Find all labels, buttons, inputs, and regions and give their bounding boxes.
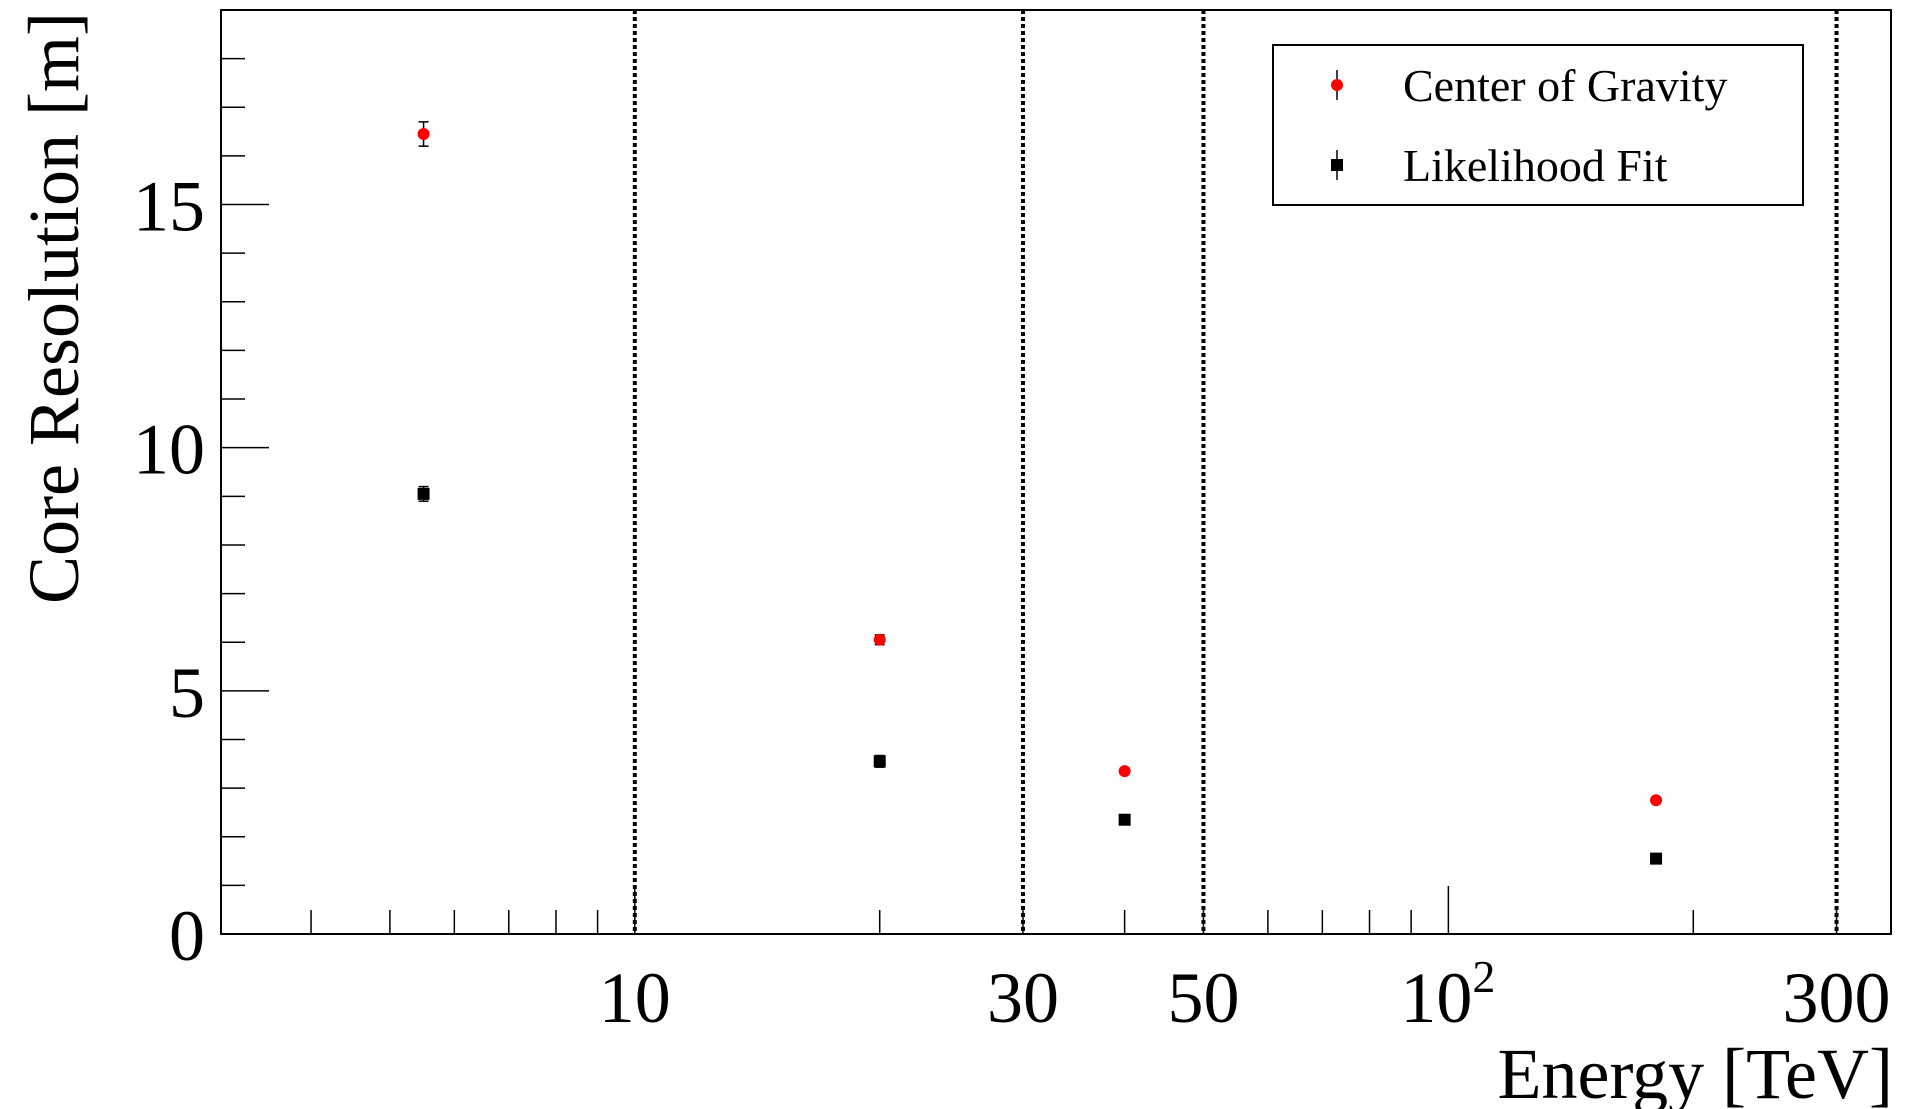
y-tick-label: 5 <box>169 653 205 733</box>
y-tick-label: 10 <box>133 410 205 490</box>
legend-marker-lh <box>1331 159 1343 171</box>
legend: Center of Gravity Likelihood Fit <box>1272 44 1804 206</box>
x-axis-title: Energy [TeV] <box>1498 1034 1893 1109</box>
legend-label-lh: Likelihood Fit <box>1403 140 1668 191</box>
x-tick-label-exponent: 2 <box>1472 951 1495 1002</box>
x-tick-label: 102 <box>1400 951 1495 1038</box>
x-tick-label: 30 <box>987 958 1059 1038</box>
data-point-center-of-gravity <box>1118 765 1131 778</box>
tick-labels: 0 5 10 15 10 30 50 102 300 <box>133 167 1891 1038</box>
legend-label-cog: Center of Gravity <box>1403 60 1727 111</box>
data-point-center-of-gravity <box>1650 794 1663 807</box>
legend-box <box>1272 44 1804 206</box>
plot-frame <box>220 9 1892 935</box>
data-point-likelihood-fit <box>417 487 430 500</box>
bin-edge-lines <box>632 10 1839 934</box>
y-tick-label: 15 <box>133 167 205 247</box>
x-tick-label: 10 <box>599 958 671 1038</box>
data-point-likelihood-fit <box>1650 852 1663 865</box>
y-tick-label: 0 <box>169 896 205 976</box>
legend-marker-cog <box>1331 79 1343 91</box>
data-point-center-of-gravity <box>873 633 886 646</box>
y-axis-title: Core Resolution [m] <box>14 12 94 604</box>
data-point-likelihood-fit <box>1118 813 1131 826</box>
axis-ticks <box>221 9 1838 935</box>
x-tick-label: 300 <box>1783 958 1891 1038</box>
x-tick-label: 50 <box>1167 958 1239 1038</box>
data-point-center-of-gravity <box>417 128 430 141</box>
data-point-likelihood-fit <box>873 755 886 768</box>
data-points <box>417 121 1663 865</box>
